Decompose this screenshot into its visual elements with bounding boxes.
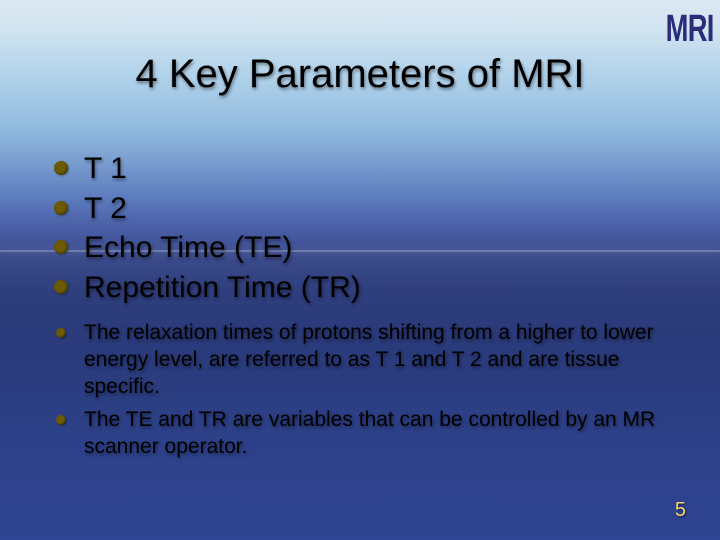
page-number: 5 — [675, 499, 686, 522]
list-item: Repetition Time (TR) — [50, 269, 680, 307]
slide-body: T 1 T 2 Echo Time (TE) Repetition Time (… — [50, 150, 680, 466]
main-bullet-list: T 1 T 2 Echo Time (TE) Repetition Time (… — [50, 150, 680, 306]
slide-title: 4 Key Parameters of MRI — [0, 52, 720, 97]
list-item: T 1 — [50, 150, 680, 188]
sub-bullet-list: The relaxation times of protons shifting… — [50, 320, 680, 460]
list-item: Echo Time (TE) — [50, 229, 680, 267]
slide: MRI 4 Key Parameters of MRI T 1 T 2 Echo… — [0, 0, 720, 540]
corner-mri-label: MRI — [666, 8, 714, 51]
list-item: The relaxation times of protons shifting… — [50, 320, 680, 401]
list-item: The TE and TR are variables that can be … — [50, 407, 680, 461]
list-item: T 2 — [50, 190, 680, 228]
